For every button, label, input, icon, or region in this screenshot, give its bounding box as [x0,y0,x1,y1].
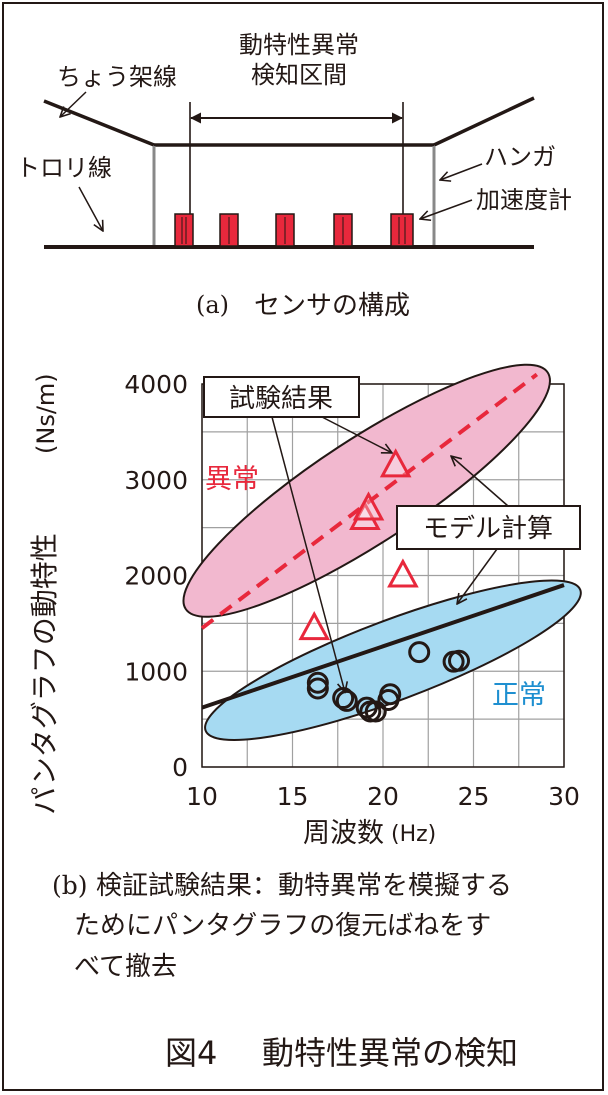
x-axis-unit: (Hz) [391,822,436,847]
catenary-wire-right [433,96,535,147]
contact-wire-pointer [78,186,103,231]
triangle-point [352,491,385,521]
caption-a-prefix: (a) [196,291,229,319]
accelerometer-group [174,213,414,247]
normal-region [204,579,582,741]
caption-b-line1: 検証試験結果：動特異常を模擬する [96,871,512,901]
section-label-line2: 検知区間 [251,61,347,89]
test-result-arrow-normal [271,416,345,692]
accelerometer [174,213,194,247]
y-axis-unit: (Ns/m) [32,373,60,454]
x-tick-label: 15 [277,782,309,811]
model-calc-label: モデル計算 [423,514,553,544]
model-calc-arrow-abnormal [451,456,509,507]
circle-point [332,687,355,710]
figure-title: 図4 動特性異常の検知 [165,1034,518,1072]
y-tick-label: 2000 [124,562,188,591]
abnormal-label: 異常 [205,464,259,495]
axis-ticks: 0 1000 2000 3000 4000 10 15 20 25 30 [124,370,580,811]
catenary-wire-left [43,99,155,147]
triangle-point [387,558,419,588]
catenary-label: ちょう架線 [57,63,177,91]
triangle-point [298,611,331,641]
triangle-point [379,448,412,478]
abnormal-region [182,363,551,618]
y-axis-label: パンタグラフの動特性 [28,533,61,814]
accelerometer-label: 加速度計 [476,186,572,214]
hanger-label: ハンガ [484,143,556,171]
sensor-diagram: ちょう架線 動特性異常 検知区間 トロリ線 ハンガ 加速度計 (a) センサの構… [16,31,572,321]
circle-point [364,700,387,723]
circle-point [335,689,358,712]
x-tick-label: 30 [548,782,580,811]
accelerometer [390,213,414,247]
caption-b-prefix: (b) [52,871,88,900]
model-line-normal [201,583,565,710]
chart-callouts [271,416,509,692]
x-tick-label: 10 [186,782,218,811]
contact-wire-label: トロリ線 [16,154,112,182]
model-calc-box [396,505,581,550]
circle-point [306,677,329,700]
section-label-line1: 動特性異常 [239,31,359,59]
figure-number: 図4 [165,1034,217,1072]
circle-point [408,641,431,664]
x-axis-label: 周波数 [303,818,384,849]
model-lines [200,372,565,710]
caption-b-line2: ためにパンタグラフの復元ばねをす [74,911,491,941]
y-tick-label: 4000 [124,370,188,399]
caption-b: (b) 検証試験結果：動特異常を模擬する ためにパンタグラフの復元ばねをす べて… [52,871,512,982]
test-result-arrow-abnormal [321,416,392,453]
data-points [298,448,471,723]
caption-b-line3: べて撤去 [74,952,177,982]
caption-a-text: センサの構成 [254,291,410,321]
y-tick-label: 1000 [124,657,188,686]
scatter-chart: 0 1000 2000 3000 4000 10 15 20 25 30 パンタグラフの動特性 (… [28,363,582,849]
circle-point [306,671,329,694]
chart-regions [182,363,582,741]
normal-label: 正常 [492,680,546,711]
figure-title-text: 動特性異常の検知 [262,1034,518,1072]
model-line-abnormal [200,372,539,630]
x-tick-label: 25 [458,782,490,811]
x-tick-label: 20 [367,782,399,811]
figure-canvas: ちょう架線 動特性異常 検知区間 トロリ線 ハンガ 加速度計 (a) センサの構… [16,31,582,1072]
y-tick-label: 0 [172,753,188,782]
model-calc-arrow-normal [457,548,498,604]
hanger-pointer [440,163,483,180]
test-result-box [203,376,360,418]
catenary-pointer [60,91,87,117]
circle-point [379,683,402,706]
circle-point [448,649,471,672]
test-result-label: 試験結果 [229,384,333,414]
y-tick-label: 3000 [124,466,188,495]
accelerometer-pointer [420,199,473,219]
